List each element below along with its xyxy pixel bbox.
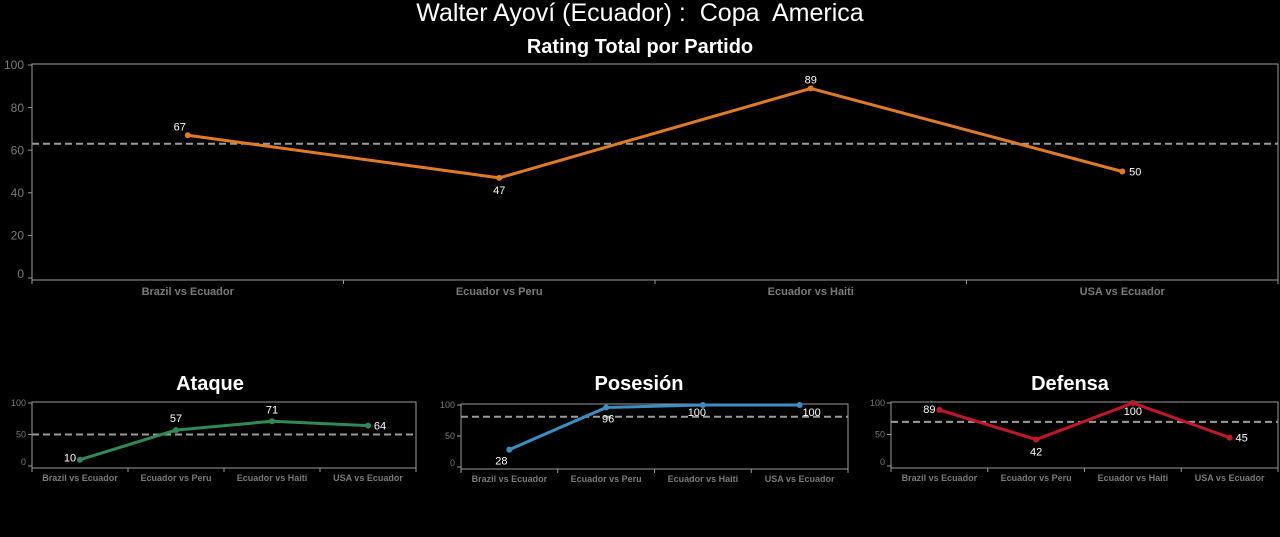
defensa-data-point <box>1033 436 1040 443</box>
total-x-tick-label: Brazil vs Ecuador <box>142 286 235 298</box>
posesion-y-tick-label: 50 <box>445 431 455 441</box>
posesion-x-tick-label: Ecuador vs Peru <box>571 474 642 484</box>
total-data-point <box>1119 168 1126 175</box>
ataque-series-line <box>79 419 369 462</box>
posesion-x-tick-label: USA vs Ecuador <box>765 474 835 484</box>
defensa-y-tick-label: 50 <box>875 430 885 440</box>
total-data-point <box>807 85 814 92</box>
posesion-chart-title: Posesión <box>594 373 684 395</box>
ataque-x-tick-label: Brazil vs Ecuador <box>42 473 118 483</box>
posesion-data-point <box>796 402 803 408</box>
main-chart-title: Rating Total por Partido <box>526 36 754 58</box>
total-y-tick-label: 20 <box>11 229 25 243</box>
defensa-data-point <box>1226 434 1233 441</box>
ataque-x-tick-label: USA vs Ecuador <box>333 473 403 483</box>
page-title: Walter Ayoví (Ecuador) : Copa America <box>416 0 864 27</box>
posesion-x-tick-label: Brazil vs Ecuador <box>472 474 548 484</box>
posesion-data-point <box>506 446 513 453</box>
defensa-data-point <box>1129 400 1136 406</box>
defensa-data-label: 100 <box>1124 406 1142 418</box>
posesion-x-tick-label: Ecuador vs Haiti <box>668 474 739 484</box>
defensa-y-tick-label: 0 <box>880 457 885 467</box>
posesion-data-label: 28 <box>495 456 507 468</box>
posesion-data-label: 100 <box>688 407 706 419</box>
ataque-x-tick-label: Ecuador vs Haiti <box>237 473 308 483</box>
defensa-y-tick-label: 100 <box>870 398 885 408</box>
total-plot-frame <box>31 63 1279 281</box>
ataque-data-label: 71 <box>266 404 278 416</box>
ataque-y-tick-label: 0 <box>21 457 26 467</box>
defensa-x-tick-label: USA vs Ecuador <box>1195 473 1265 483</box>
defensa-chart-title: Defensa <box>1031 373 1109 395</box>
ataque-data-point <box>269 418 275 425</box>
total-data-label: 47 <box>493 185 505 197</box>
defensa-x-tick-label: Ecuador vs Peru <box>1001 473 1072 483</box>
defensa-x-tick-label: Brazil vs Ecuador <box>902 473 978 483</box>
defensa-data-label: 45 <box>1236 433 1248 445</box>
total-data-point <box>184 132 191 139</box>
defensa-data-label: 42 <box>1030 447 1042 459</box>
ataque-data-point <box>173 427 179 434</box>
posesion-y-tick-label: 100 <box>440 400 455 410</box>
ataque-data-label: 10 <box>64 453 76 465</box>
total-series-line <box>187 86 1123 180</box>
posesion-data-label: 100 <box>802 407 820 419</box>
posesion-series-line <box>508 403 800 452</box>
ataque-y-tick-label: 100 <box>11 398 26 408</box>
total-y-tick-label: 100 <box>4 58 24 72</box>
total-x-tick-label: USA vs Ecuador <box>1080 286 1166 298</box>
total-y-tick-label: 40 <box>11 186 25 200</box>
total-data-label: 89 <box>805 74 817 86</box>
ataque-x-tick-label: Ecuador vs Peru <box>140 473 211 483</box>
ataque-chart-title: Ataque <box>176 373 244 395</box>
total-data-label: 67 <box>174 121 186 133</box>
defensa-x-tick-label: Ecuador vs Haiti <box>1098 473 1169 483</box>
defensa-data-point <box>936 406 943 413</box>
total-x-tick-label: Ecuador vs Haiti <box>768 286 854 298</box>
total-y-tick-label: 0 <box>17 267 24 281</box>
ataque-y-tick-label: 50 <box>16 430 26 440</box>
posesion-plot-frame <box>460 403 849 470</box>
defensa-series-line <box>938 401 1231 442</box>
posesion-y-tick-label: 0 <box>450 458 455 468</box>
total-data-label: 50 <box>1129 167 1141 179</box>
ataque-data-label: 64 <box>374 421 386 433</box>
ataque-data-point <box>365 422 371 429</box>
total-x-tick-label: Ecuador vs Peru <box>456 286 543 298</box>
posesion-data-point <box>699 402 706 408</box>
posesion-data-point <box>603 404 610 411</box>
defensa-data-label: 89 <box>923 404 935 416</box>
ataque-data-point <box>77 456 83 463</box>
posesion-data-label: 96 <box>602 413 614 425</box>
ataque-data-label: 57 <box>170 413 182 425</box>
total-y-tick-label: 80 <box>11 101 25 115</box>
total-y-tick-label: 60 <box>11 143 25 157</box>
total-data-point <box>496 174 503 181</box>
